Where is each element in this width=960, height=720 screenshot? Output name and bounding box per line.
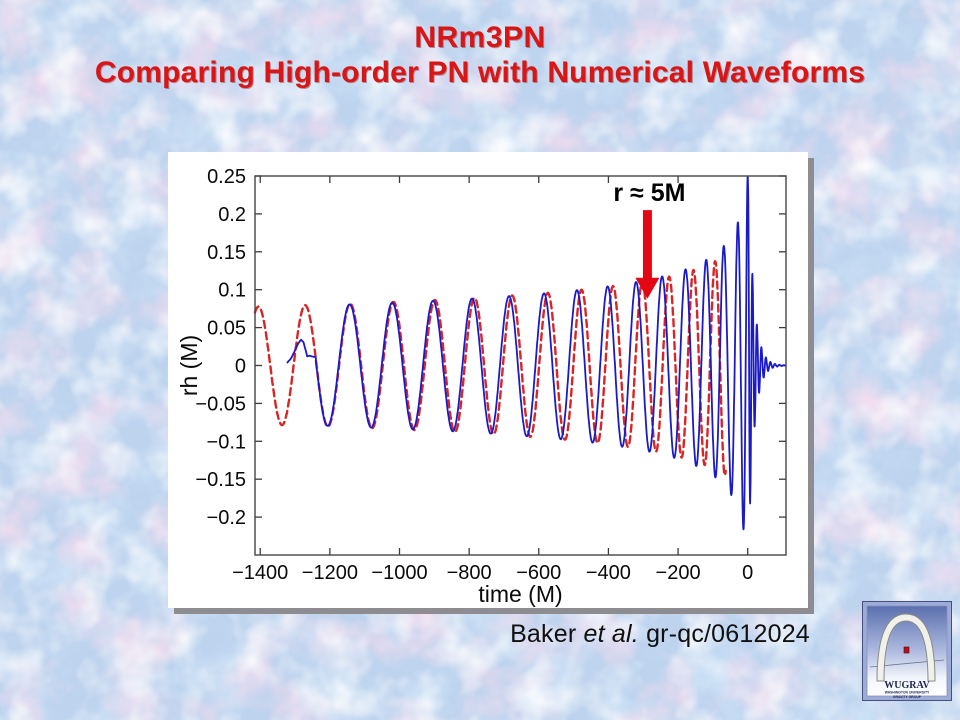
figure-panel: −1400 −1200 −1000 −800 −600 −400 −200 0 0.25 0.2 0… <box>168 152 808 608</box>
plot-frame <box>254 175 787 556</box>
slide-title: NRm3PN <box>414 21 546 54</box>
y-tick-label: 0 <box>235 356 246 378</box>
x-tick-label: −1400 <box>232 562 288 584</box>
y-tick-label: −0.2 <box>207 507 246 529</box>
wugrav-logo: WUGRAV WASHINGTON UNIVERSITY GRAVITY GRO… <box>862 601 952 701</box>
y-tick-label: 0.05 <box>207 318 246 340</box>
waveform-chart: −1400 −1200 −1000 −800 −600 −400 −200 0 0.25 0.2 0… <box>176 166 787 607</box>
annotation-arrow-head <box>635 277 660 299</box>
y-axis-label: rh (M) <box>176 335 202 396</box>
y-tick-label: −0.15 <box>195 469 246 491</box>
citation-etal: et al. <box>583 620 639 648</box>
x-axis-label: time (M) <box>478 581 562 607</box>
citation-ref: gr-qc/0612024 <box>638 620 810 648</box>
x-tick-label: −1000 <box>371 562 427 584</box>
y-tick-label: −0.1 <box>207 431 246 453</box>
series-blue-solid-waveform <box>286 175 787 531</box>
citation: Baker et al. gr-qc/0612024 <box>478 620 842 649</box>
logo-red-dot <box>903 646 910 654</box>
x-tick-label: 0 <box>742 562 753 584</box>
y-tick-label: −0.05 <box>195 393 246 415</box>
citation-authors: Baker <box>510 620 584 648</box>
gateway-arch-icon <box>876 613 936 682</box>
y-tick-label: 0.15 <box>207 242 246 264</box>
annotation-text: r ≈ 5M <box>613 179 685 207</box>
x-tick-label: −200 <box>656 562 701 584</box>
y-tick-label: 0.25 <box>207 166 246 188</box>
logo-line2: GRAVITY GROUP <box>893 695 922 699</box>
logo-acronym: WUGRAV <box>884 680 930 691</box>
x-tick-label: −1200 <box>302 562 358 584</box>
wugrav-logo-image: WUGRAV WASHINGTON UNIVERSITY GRAVITY GRO… <box>862 601 952 701</box>
slide-subtitle: Comparing High-order PN with Numerical W… <box>94 56 866 89</box>
x-tick-label: −800 <box>447 562 492 584</box>
x-tick-label: −400 <box>586 562 631 584</box>
logo-line1: WASHINGTON UNIVERSITY <box>885 691 930 695</box>
y-tick-label: 0.2 <box>218 204 246 226</box>
x-tick-label: −600 <box>516 562 561 584</box>
title-block: NRm3PN Comparing High-order PN with Nume… <box>0 20 960 91</box>
y-tick-label: 0.1 <box>218 280 246 302</box>
